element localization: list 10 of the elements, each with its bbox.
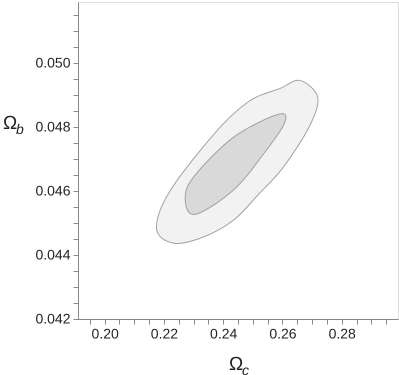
y-tick-label: 0.050 <box>35 54 71 70</box>
x-tick-label: 0.28 <box>328 326 356 342</box>
x-tick-label: 0.22 <box>150 326 178 342</box>
y-tick-label: 0.046 <box>35 182 71 198</box>
x-tick-label: 0.26 <box>269 326 297 342</box>
x-tick-label: 0.20 <box>92 326 120 342</box>
y-tick-label: 0.044 <box>35 246 71 262</box>
y-tick-label: 0.042 <box>35 310 71 326</box>
x-tick-label: 0.24 <box>210 326 238 342</box>
y-tick-label: 0.048 <box>35 118 71 134</box>
